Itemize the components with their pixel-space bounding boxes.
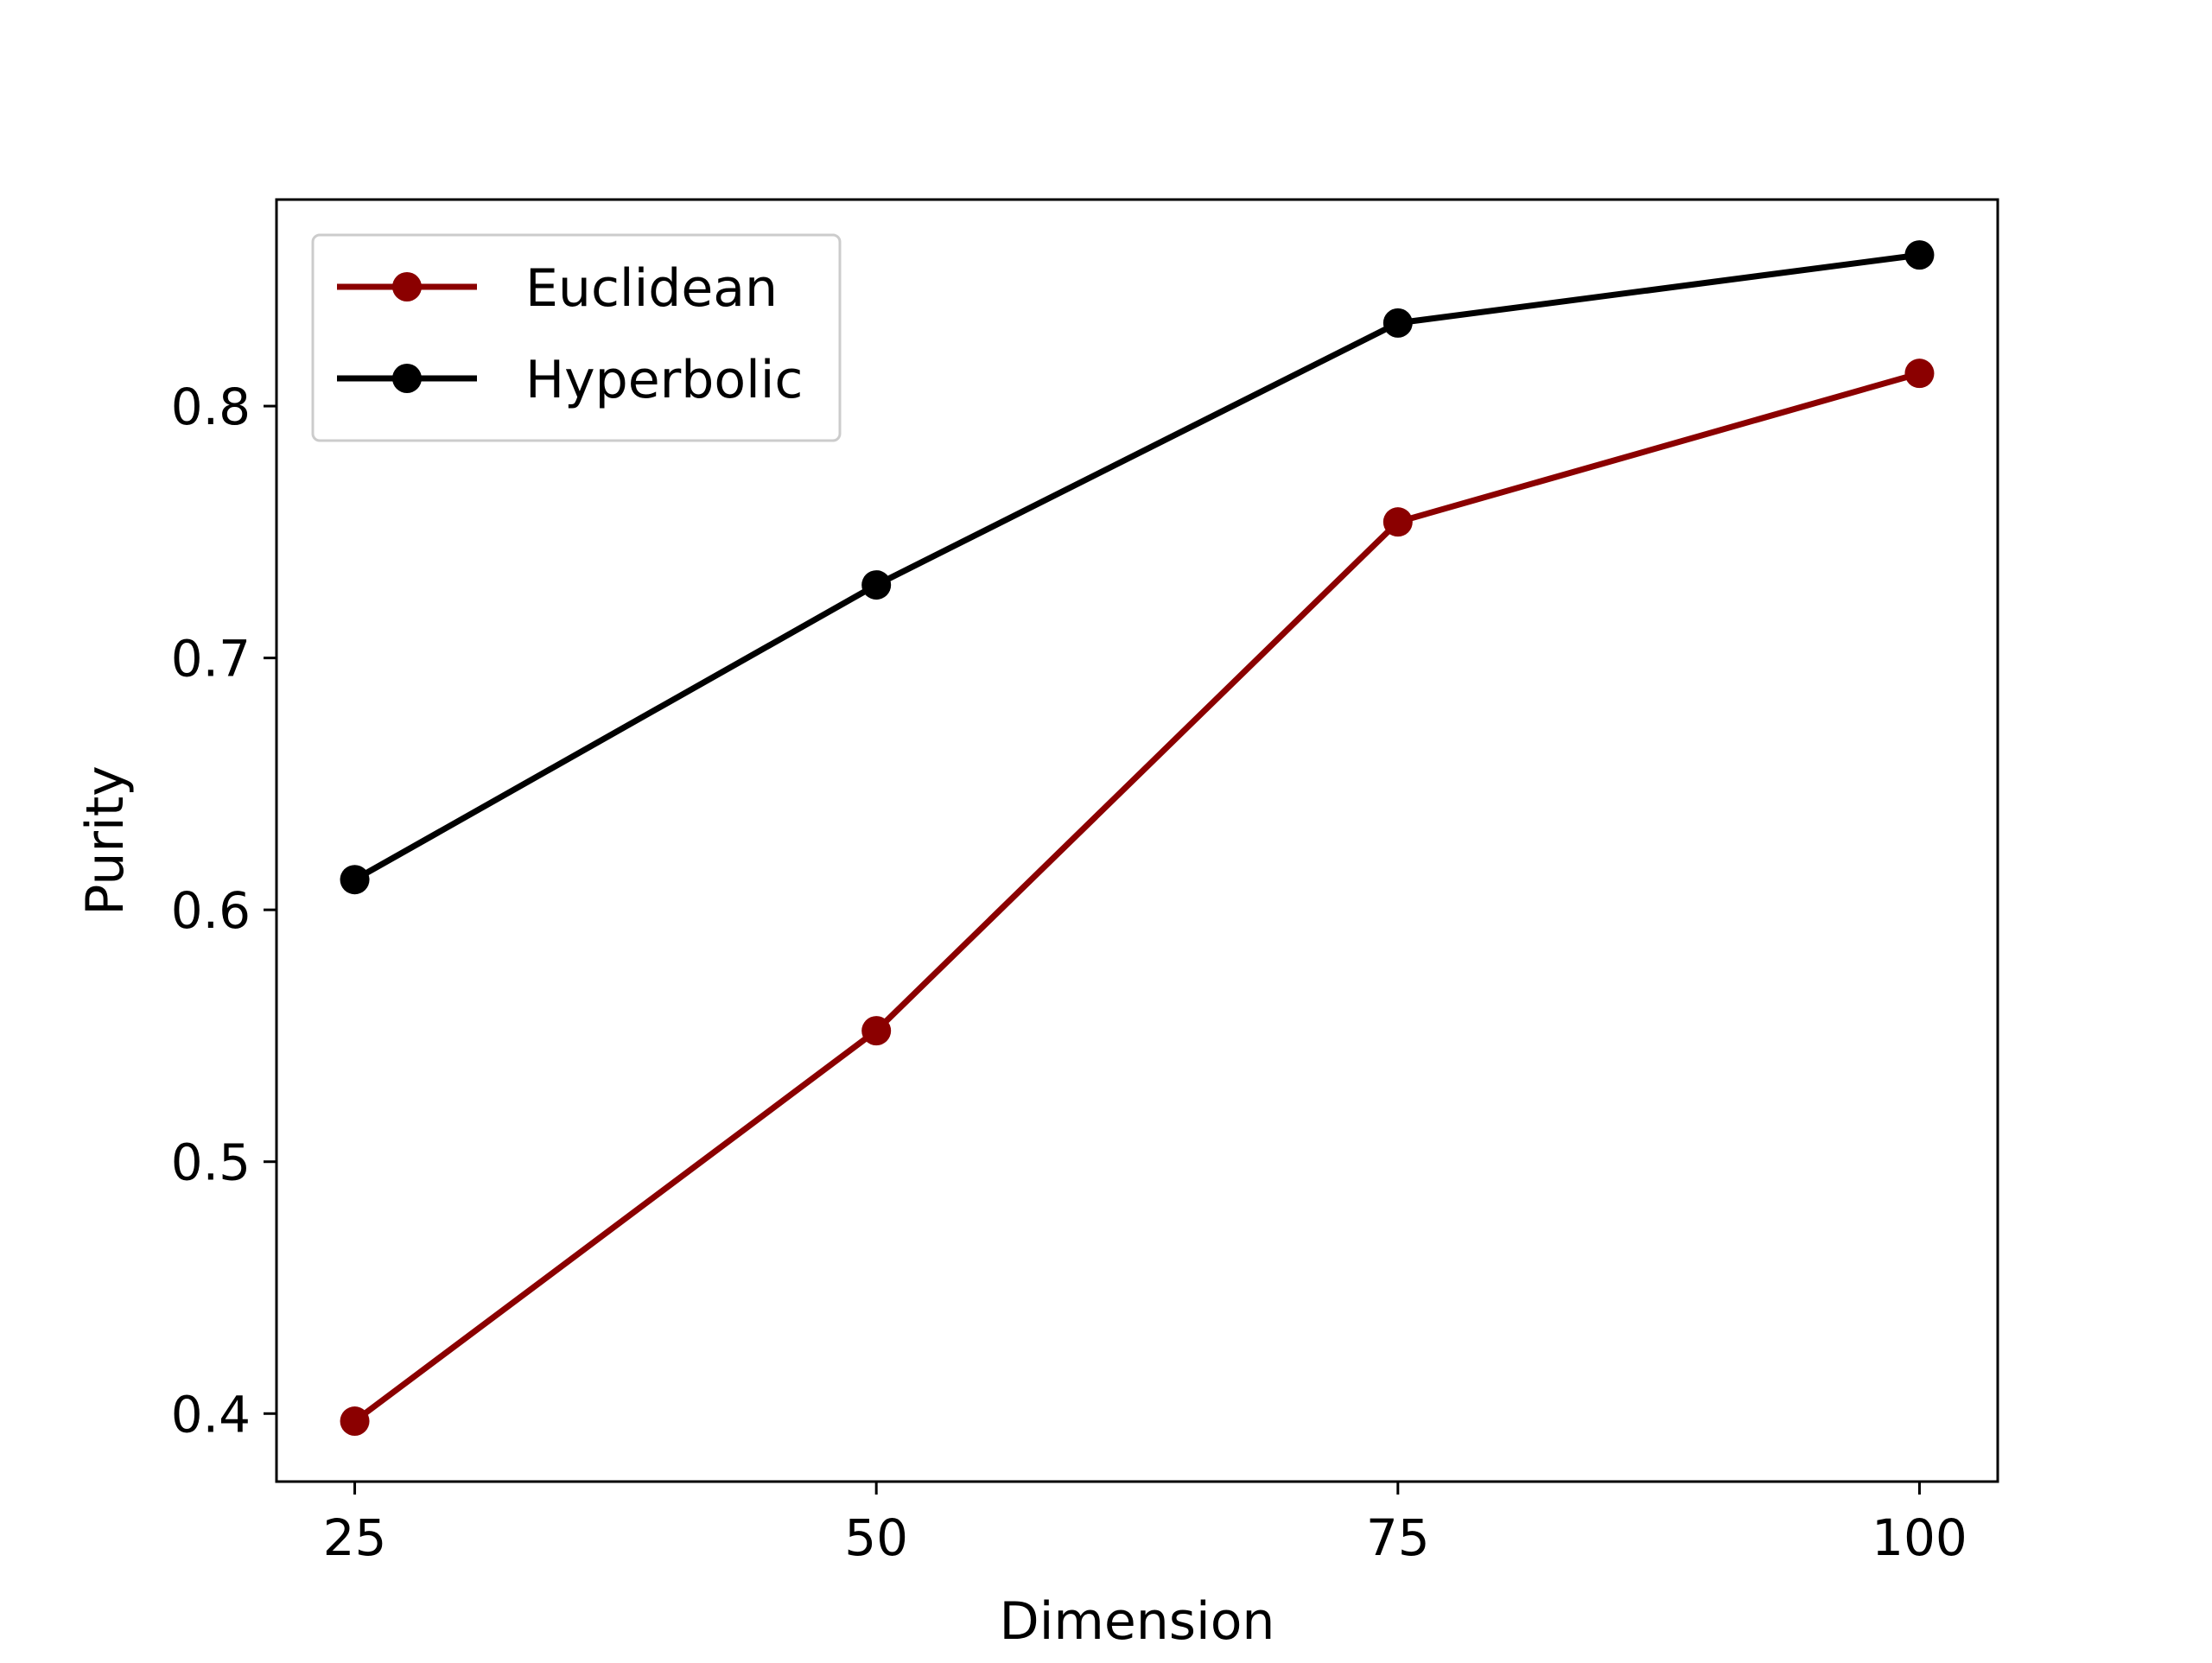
y-tick-label: 0.4	[171, 1385, 251, 1444]
y-tick-label: 0.6	[171, 881, 251, 940]
legend-label-hyperbolic: Hyperbolic	[525, 350, 803, 410]
y-tick-label: 0.5	[171, 1133, 251, 1192]
data-point-euclidean-25	[340, 1406, 370, 1437]
data-point-hyperbolic-75	[1382, 308, 1413, 338]
legend: Euclidean Hyperbolic	[311, 233, 842, 442]
legend-marker-hyperbolic	[392, 364, 422, 393]
legend-label-euclidean: Euclidean	[525, 258, 778, 319]
series-line-hyperbolic	[352, 251, 1923, 883]
plot-frame	[275, 198, 1999, 1483]
x-tick-label: 75	[1366, 1508, 1430, 1567]
series-line-euclidean	[352, 370, 1923, 1425]
legend-marker-euclidean	[392, 272, 422, 301]
data-point-hyperbolic-25	[340, 865, 370, 895]
y-axis: 0.4 0.5 0.6 0.7 0.8	[171, 378, 276, 1444]
x-tick-label: 50	[844, 1508, 908, 1567]
data-point-euclidean-100	[1904, 359, 1935, 389]
x-tick-label: 100	[1872, 1508, 1967, 1567]
x-axis-label: Dimension	[1000, 1591, 1275, 1652]
data-point-euclidean-50	[861, 1016, 892, 1046]
y-axis-label: Purity	[75, 765, 136, 916]
data-point-euclidean-75	[1382, 507, 1413, 537]
data-point-hyperbolic-100	[1904, 240, 1935, 270]
series-group	[340, 240, 1935, 1437]
y-tick-label: 0.7	[171, 630, 251, 689]
x-axis: 25 50 75 100	[323, 1482, 1967, 1567]
x-tick-label: 25	[323, 1508, 387, 1567]
y-tick-label: 0.8	[171, 378, 251, 436]
data-point-hyperbolic-50	[861, 570, 892, 600]
